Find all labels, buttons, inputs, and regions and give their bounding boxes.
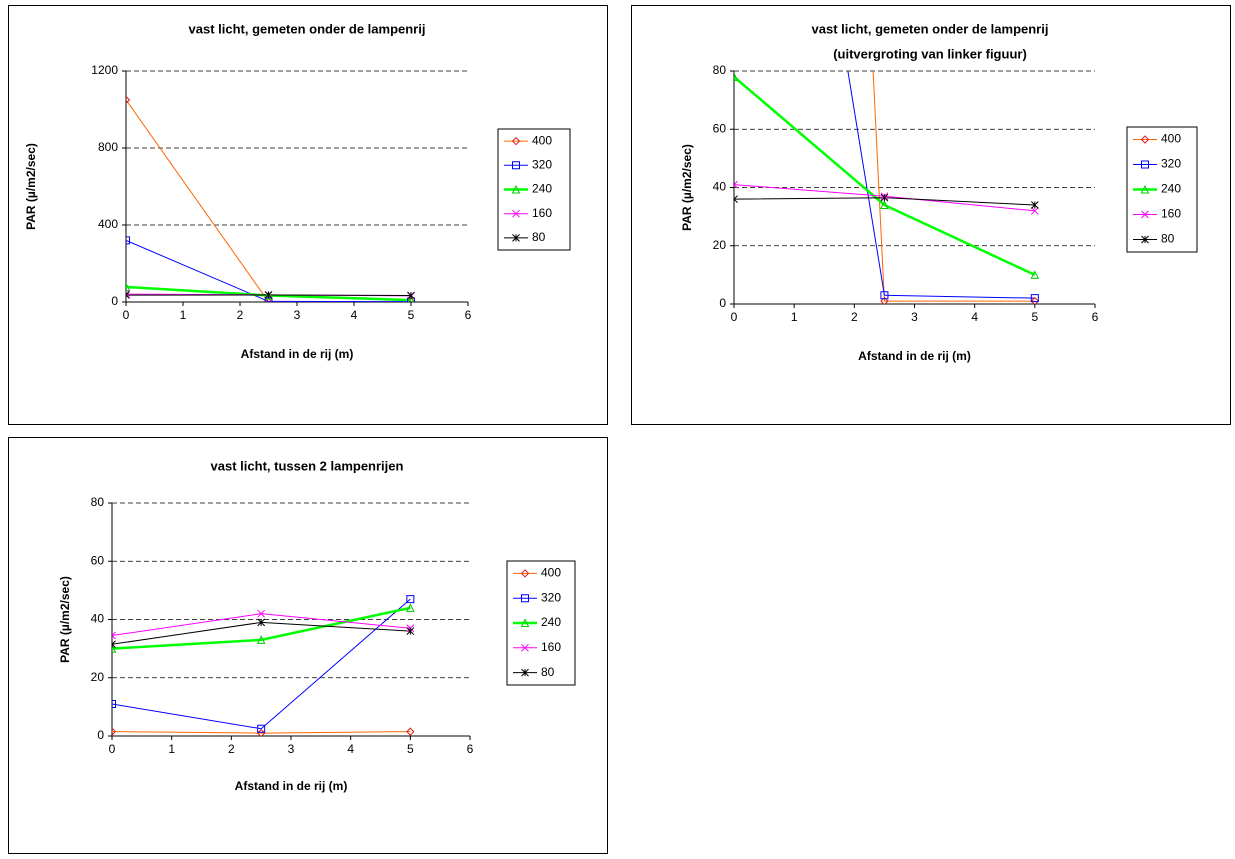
y-tick-label: 400 (98, 217, 118, 231)
chart-title: vast licht, gemeten onder de lampenrij (812, 21, 1049, 36)
legend-label: 320 (1161, 157, 1181, 171)
chart: vast licht, gemeten onder de lampenrij Af… (9, 6, 608, 425)
x-tick-label: 6 (467, 742, 474, 756)
x-tick-label: 2 (228, 742, 235, 756)
x-tick-label: 4 (351, 308, 358, 322)
x-tick-label: 5 (407, 742, 414, 756)
x-tick-label: 1 (168, 742, 175, 756)
y-axis-title: PAR (µ/m2/sec) (24, 143, 38, 230)
y-tick-label: 20 (91, 670, 105, 684)
legend-label: 400 (532, 133, 552, 147)
y-tick-label: 1200 (91, 63, 118, 77)
legend-label: 240 (1161, 182, 1181, 196)
legend-label: 80 (532, 230, 546, 244)
x-tick-label: 0 (731, 310, 738, 324)
legend-label: 240 (541, 615, 561, 629)
y-tick-label: 60 (713, 121, 727, 135)
x-tick-label: 3 (288, 742, 295, 756)
legend-label: 160 (532, 206, 552, 220)
y-axis-title: PAR (µ/m2/sec) (58, 576, 72, 663)
x-tick-label: 3 (911, 310, 918, 324)
chart-subtitle: (uitvergroting van linker figuur) (833, 46, 1027, 61)
x-tick-label: 3 (294, 308, 301, 322)
y-tick-label: 0 (719, 296, 726, 310)
legend-label: 160 (541, 640, 561, 654)
x-tick-label: 1 (791, 310, 798, 324)
x-axis-title: Afstand in de rij (m) (241, 347, 354, 361)
legend-label: 400 (541, 566, 561, 580)
x-tick-label: 1 (180, 308, 187, 322)
legend-label: 240 (532, 182, 552, 196)
x-tick-label: 2 (237, 308, 244, 322)
x-tick-label: 0 (109, 742, 116, 756)
chart: vast licht, tussen 2 lampenrijen Afstand … (9, 438, 608, 854)
legend-label: 400 (1161, 132, 1181, 146)
x-axis-title: Afstand in de rij (m) (235, 779, 348, 793)
legend-label: 80 (1161, 232, 1175, 246)
x-tick-label: 0 (123, 308, 130, 322)
y-tick-label: 40 (91, 612, 105, 626)
x-tick-label: 4 (347, 742, 354, 756)
x-tick-label: 6 (1092, 310, 1099, 324)
x-tick-label: 5 (408, 308, 415, 322)
legend-label: 160 (1161, 207, 1181, 221)
x-tick-label: 2 (851, 310, 858, 324)
y-tick-label: 40 (713, 180, 727, 194)
y-tick-label: 20 (713, 238, 727, 252)
y-tick-label: 0 (97, 728, 104, 742)
y-tick-label: 60 (91, 553, 105, 567)
chart-title: vast licht, tussen 2 lampenrijen (211, 458, 404, 473)
chart: vast licht, gemeten onder de lampenrij (u… (632, 0, 1231, 425)
legend-label: 80 (541, 665, 555, 679)
chart-title: vast licht, gemeten onder de lampenrij (189, 21, 426, 36)
legend-label: 320 (532, 157, 552, 171)
y-tick-label: 80 (713, 63, 727, 77)
y-tick-label: 800 (98, 140, 118, 154)
x-tick-label: 4 (971, 310, 978, 324)
y-axis-title: PAR (µ/m2/sec) (680, 144, 694, 231)
x-tick-label: 5 (1031, 310, 1038, 324)
legend-label: 320 (541, 590, 561, 604)
y-tick-label: 80 (91, 495, 105, 509)
x-tick-label: 6 (465, 308, 472, 322)
x-axis-title: Afstand in de rij (m) (858, 349, 971, 363)
y-tick-label: 0 (111, 294, 118, 308)
